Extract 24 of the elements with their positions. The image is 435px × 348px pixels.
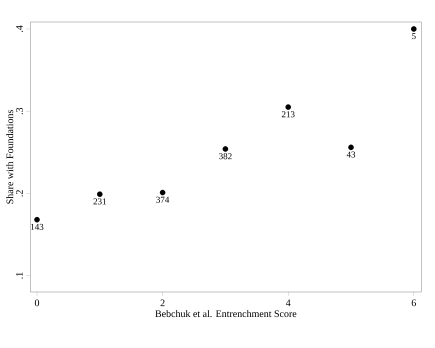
annotation: 43 (346, 152, 356, 158)
annotation: 374 (156, 196, 170, 203)
x-tick-label: 4 (286, 300, 291, 306)
point (34, 216, 40, 222)
point (411, 26, 417, 32)
point (348, 144, 354, 150)
point (285, 104, 292, 110)
point (97, 191, 103, 197)
y-tick-label: .2 (16, 190, 23, 196)
y-tick-label: .1 (16, 272, 23, 279)
x-tick-label: 2 (160, 300, 165, 306)
y-tick-label: .3 (16, 108, 23, 114)
annotation: 213 (282, 111, 295, 118)
x-tick-label: 6 (412, 300, 416, 306)
y-tick-label: .4 (16, 25, 23, 32)
annotation: 382 (219, 153, 232, 160)
point (160, 190, 166, 196)
x-tick-label: 0 (34, 300, 40, 306)
annotation: 231 (93, 198, 106, 204)
annotation: 143 (31, 224, 44, 230)
annotation: 5 (412, 33, 416, 40)
y-axis-title: Share with Foundations (6, 110, 14, 204)
point (222, 146, 228, 152)
x-axis-title: Bebchuk et al. Entrenchment Score (155, 310, 296, 318)
